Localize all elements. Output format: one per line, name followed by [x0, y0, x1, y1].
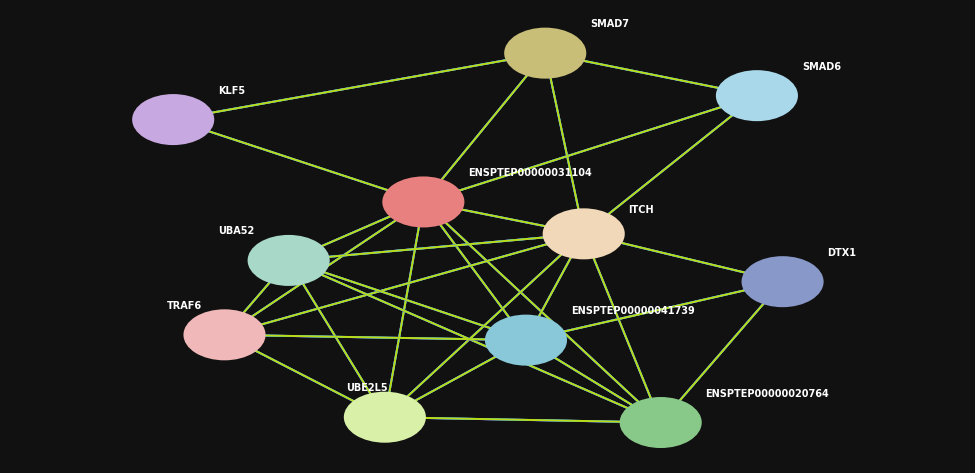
Text: DTX1: DTX1 — [828, 248, 856, 258]
Text: TRAF6: TRAF6 — [167, 301, 202, 311]
Ellipse shape — [504, 27, 586, 79]
Ellipse shape — [382, 176, 464, 228]
Ellipse shape — [344, 392, 426, 443]
Ellipse shape — [716, 70, 798, 121]
Ellipse shape — [543, 208, 625, 259]
Ellipse shape — [620, 397, 702, 448]
Text: ENSPTEP00000020764: ENSPTEP00000020764 — [706, 389, 830, 399]
Text: SMAD7: SMAD7 — [590, 19, 629, 29]
Ellipse shape — [133, 94, 214, 145]
Text: ITCH: ITCH — [629, 205, 654, 215]
Text: KLF5: KLF5 — [218, 86, 246, 96]
Ellipse shape — [183, 309, 265, 360]
Ellipse shape — [485, 315, 567, 366]
Text: SMAD6: SMAD6 — [801, 62, 840, 72]
Text: UBA52: UBA52 — [218, 227, 254, 236]
Ellipse shape — [248, 235, 330, 286]
Text: ENSPTEP00000031104: ENSPTEP00000031104 — [468, 168, 592, 178]
Ellipse shape — [742, 256, 824, 307]
Text: ENSPTEP00000041739: ENSPTEP00000041739 — [571, 306, 694, 316]
Text: UBE2L5: UBE2L5 — [346, 383, 388, 393]
